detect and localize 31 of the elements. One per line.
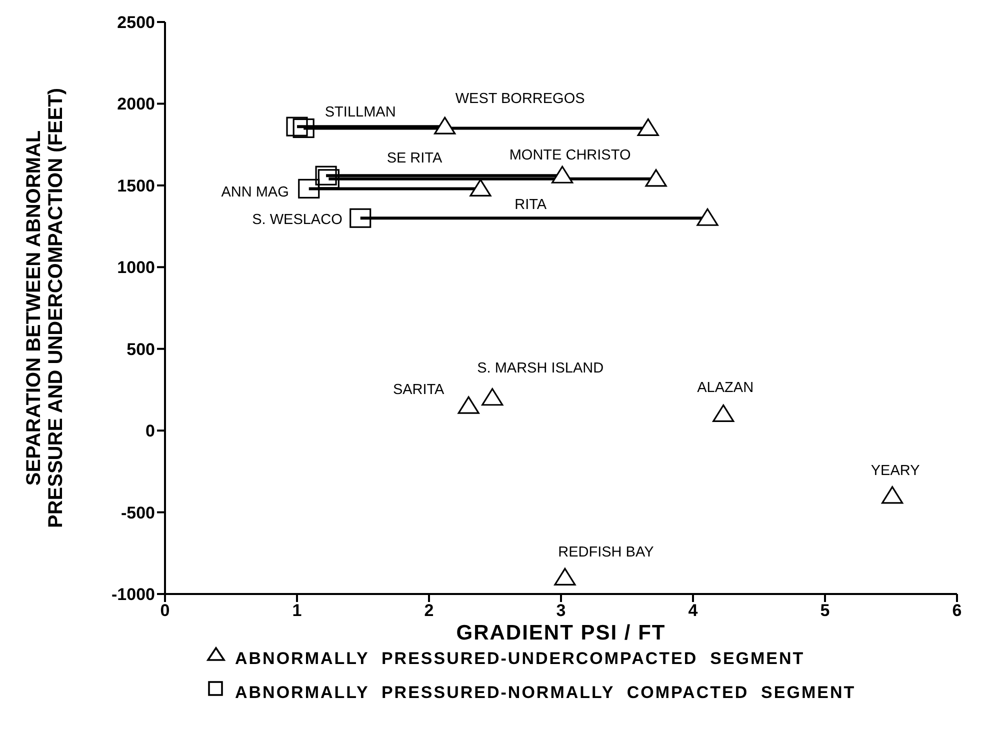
annotation: REDFISH BAY — [558, 544, 654, 560]
annotation: SE RITA — [386, 150, 442, 166]
y-tick-label: 2000 — [117, 94, 155, 114]
x-tick-label: 5 — [820, 601, 830, 620]
annotation: ANN MAG — [221, 184, 289, 201]
y-tick-label: 1500 — [117, 176, 155, 196]
y-tick-label: 2500 — [117, 13, 155, 32]
x-tick-label: 2 — [424, 601, 434, 620]
x-axis-title: GRADIENT PSI / FT — [456, 622, 666, 645]
annotation: ALAZAN — [697, 380, 754, 396]
y-tick-label: 500 — [126, 340, 155, 359]
x-tick-label: 0 — [160, 601, 170, 620]
x-tick-label: 1 — [292, 601, 302, 620]
y-axis-title: SEPARATION BETWEEN ABNORMAL PRESSURE AND UNDERCOMPACTION (FEET) — [23, 88, 67, 528]
legend-label: ABNORMALLY PRESSURED-UNDERCOMPACTED SEGMENT — [235, 649, 805, 668]
x-tick-label: 3 — [556, 601, 566, 620]
annotation: S. MARSH ISLAND — [477, 360, 604, 377]
annotation: SARITA — [392, 382, 445, 398]
legend-label: ABNORMALLY PRESSURED-NORMALLY COMPACTED SEGMENT — [235, 683, 856, 702]
annotation: WEST BORREGOS — [455, 91, 585, 108]
x-tick-label: 6 — [952, 601, 962, 620]
y-tick-label: 1000 — [117, 258, 155, 278]
y-tick-label: 0 — [146, 422, 155, 441]
annotation: RITA — [514, 196, 547, 213]
annotation: YEARY — [870, 462, 920, 479]
annotation: STILLMAN — [324, 104, 396, 120]
y-tick-label: -500 — [120, 503, 155, 522]
annotation: S. WESLACO — [252, 212, 342, 228]
annotation: MONTE CHRISTO — [509, 148, 631, 164]
x-tick-label: 4 — [688, 601, 698, 620]
y-tick-label: -1000 — [112, 585, 155, 604]
